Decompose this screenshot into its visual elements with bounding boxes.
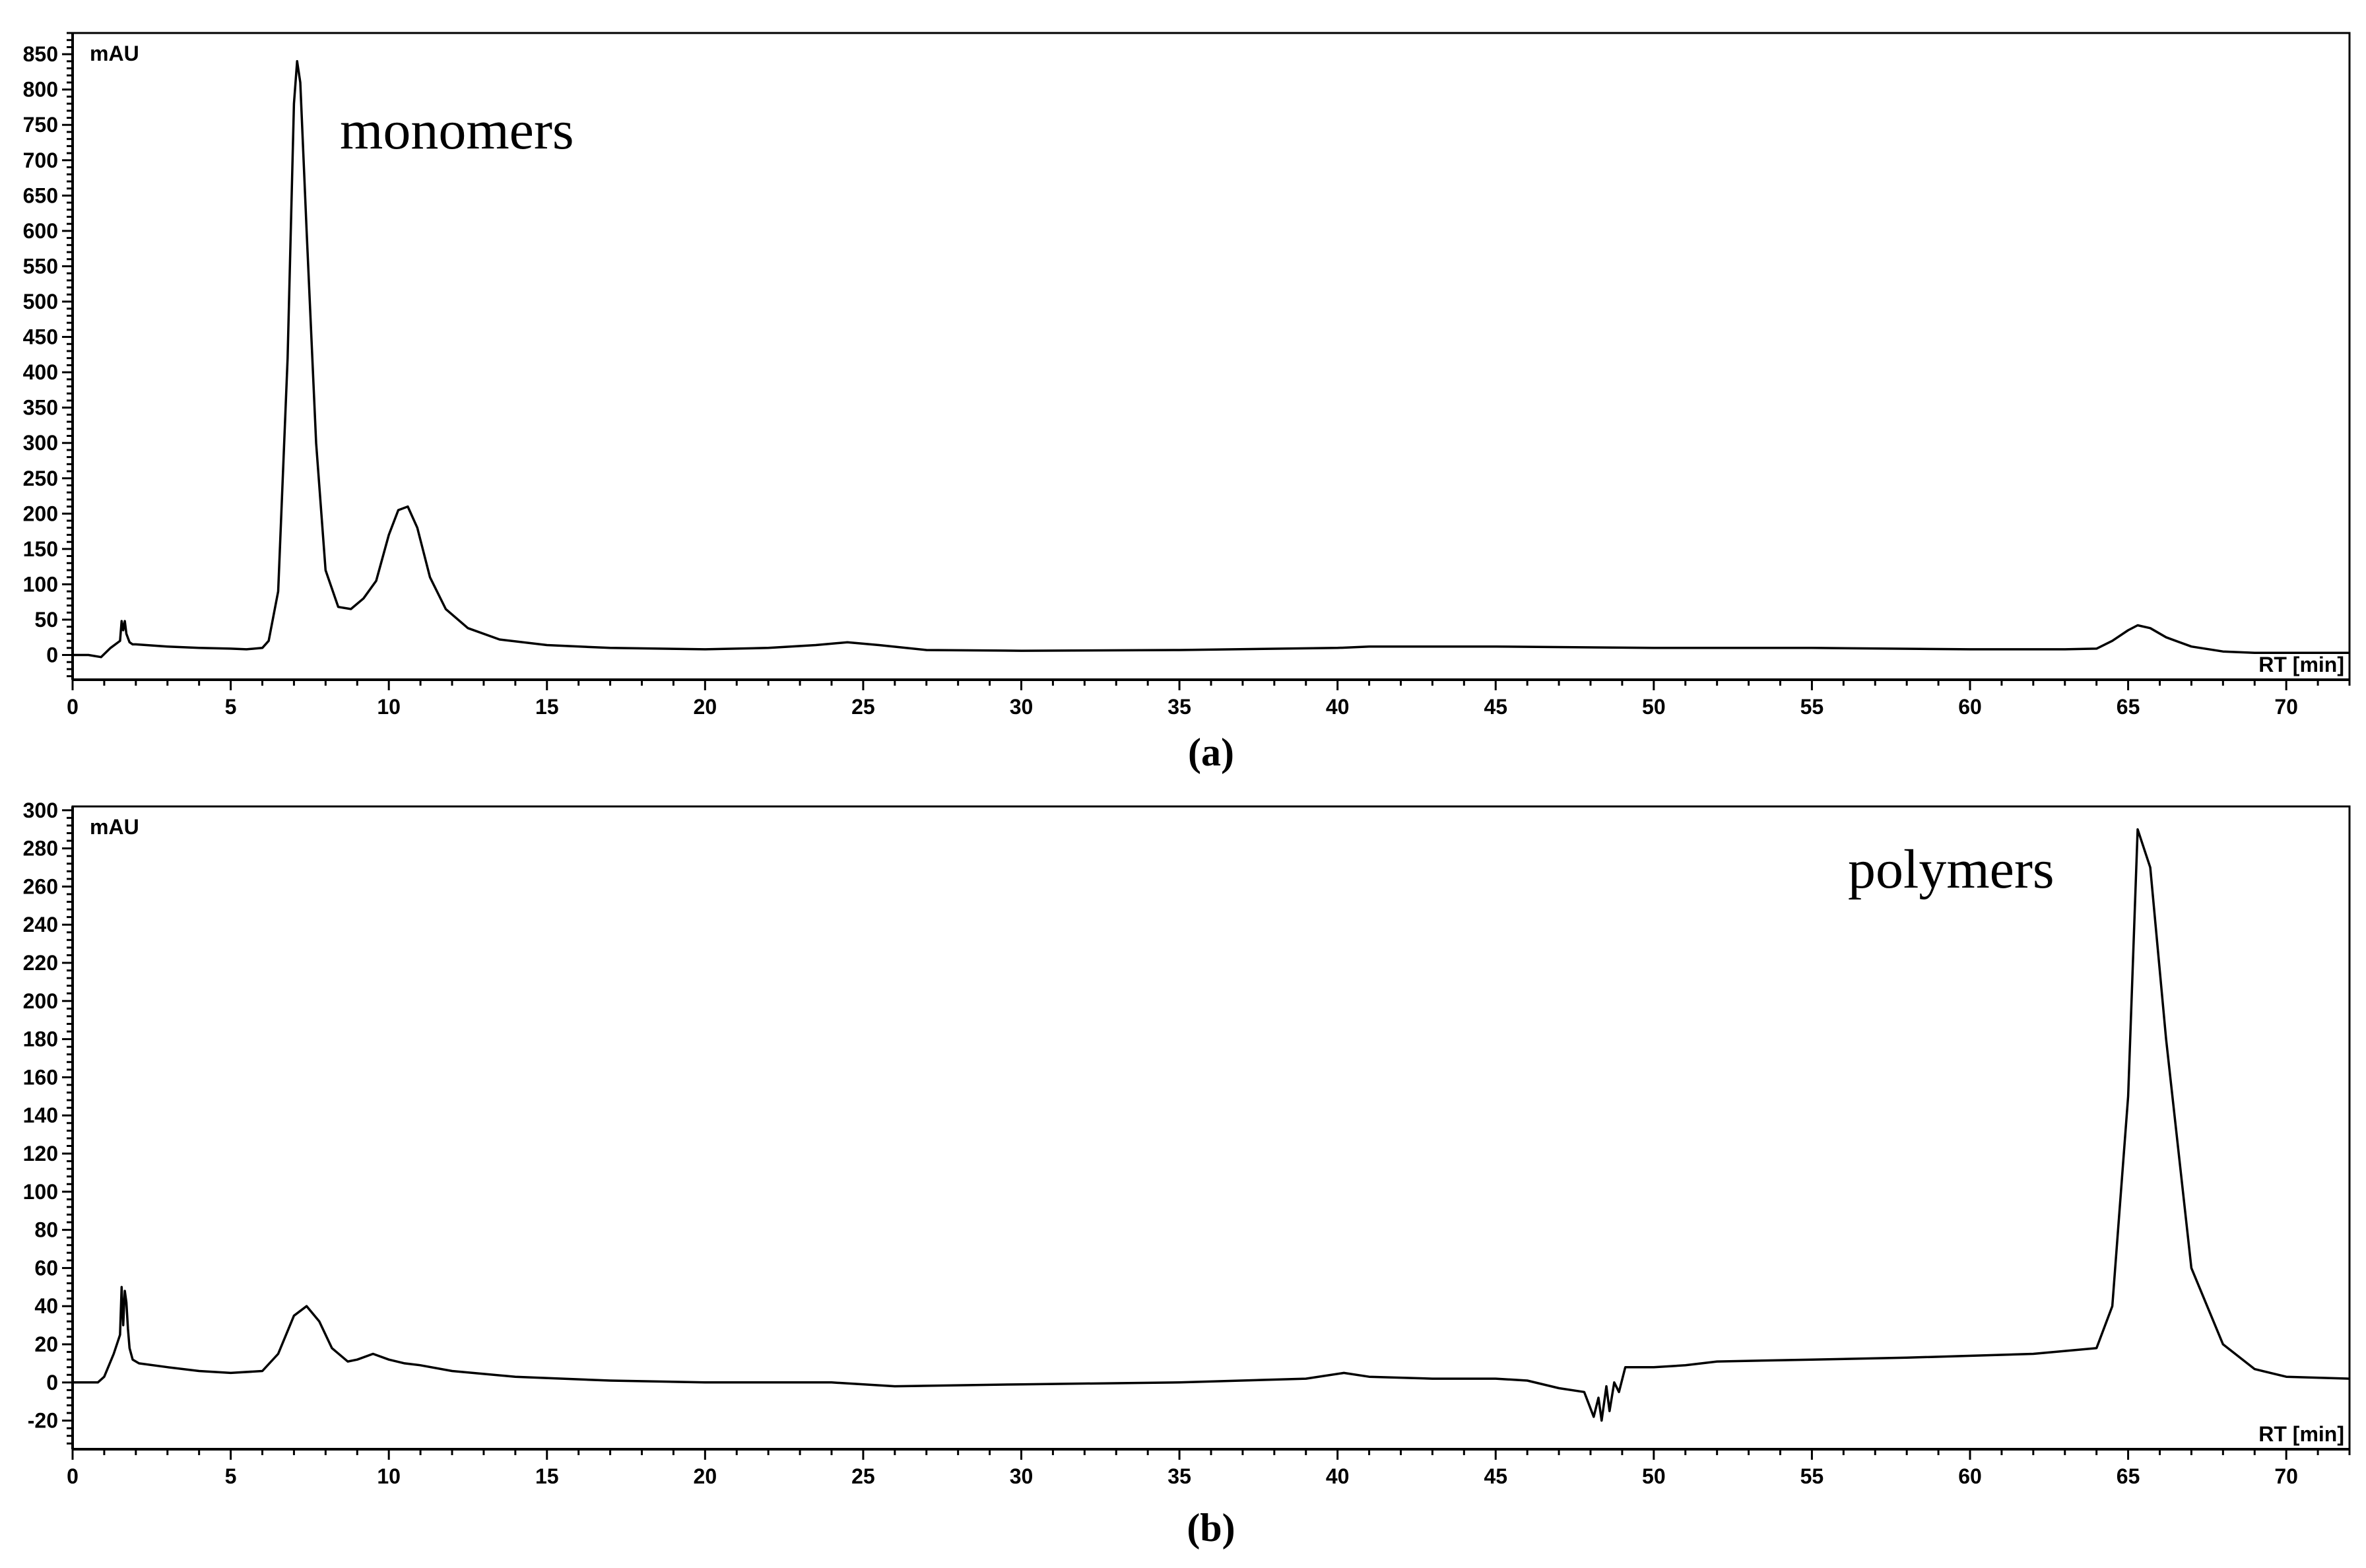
x-tick-label: 20: [694, 695, 717, 719]
x-tick-label: 40: [1326, 1464, 1350, 1488]
x-tick-label: 45: [1484, 1464, 1507, 1488]
chromatogram-trace: [73, 828, 2350, 1422]
y-tick-label: 350: [23, 396, 58, 420]
y-tick-label: 650: [23, 183, 58, 207]
x-axis-label: RT [min]: [2258, 1422, 2344, 1446]
x-tick-label: 45: [1484, 695, 1507, 719]
y-tick-label: 220: [23, 951, 58, 975]
x-tick-label: 50: [1642, 1464, 1666, 1488]
y-tick-label: 200: [23, 502, 58, 525]
x-tick-label: 35: [1167, 1464, 1191, 1488]
x-tick-label: 5: [225, 695, 237, 719]
peak-annotation: polymers: [1848, 839, 2054, 900]
chromatogram-trace: [73, 60, 2350, 659]
y-tick-label: 140: [23, 1103, 58, 1127]
y-tick-label: 400: [23, 360, 58, 384]
x-tick-label: 60: [1958, 1464, 1982, 1488]
x-tick-label: 25: [851, 695, 875, 719]
y-tick-label: 60: [34, 1256, 58, 1280]
x-tick-label: 70: [2274, 1464, 2298, 1488]
x-tick-label: 15: [535, 695, 559, 719]
x-tick-label: 65: [2117, 1464, 2140, 1488]
x-tick-label: 65: [2117, 695, 2140, 719]
y-tick-label: 600: [23, 219, 58, 243]
panel-label: (a): [1188, 731, 1234, 774]
y-tick-label: 80: [34, 1218, 58, 1242]
peak-annotation: monomers: [340, 100, 574, 161]
y-tick-label: 100: [23, 1180, 58, 1204]
x-tick-label: 0: [67, 1464, 79, 1488]
y-tick-label: 160: [23, 1065, 58, 1089]
chart-panel-1: 0 5 10 15 20 25 30 35 40 45 50 55 60 65 70050100150200…: [23, 32, 2351, 774]
y-axis-label: mAU: [90, 42, 139, 65]
panel-label: (b): [1187, 1506, 1235, 1550]
x-tick-label: 30: [1010, 695, 1034, 719]
x-tick-label: 10: [377, 695, 401, 719]
y-tick-label: 850: [23, 42, 58, 66]
x-tick-label: 5: [225, 1464, 237, 1488]
y-axis-label: mAU: [90, 815, 139, 839]
x-tick-label: 30: [1010, 1464, 1034, 1488]
x-axis-label: RT [min]: [2258, 653, 2344, 676]
y-tick-label: 150: [23, 537, 58, 561]
chart-panel-2: 0 5 10 15 20 25 30 35 40 45 50 55 60 65 70 -20 0 20 40 60 80…: [23, 799, 2351, 1550]
y-tick-label: 50: [34, 608, 58, 632]
x-tick-label: 40: [1326, 695, 1350, 719]
y-tick-label: 120: [23, 1142, 58, 1165]
y-tick-label: 750: [23, 113, 58, 137]
y-tick-label: 240: [23, 913, 58, 936]
y-tick-label: 100: [23, 572, 58, 596]
y-tick-label: 180: [23, 1028, 58, 1051]
y-tick-label: 250: [23, 467, 58, 490]
x-tick-label: 70: [2274, 695, 2298, 719]
x-tick-label: 0: [67, 695, 79, 719]
y-tick-label: 700: [23, 148, 58, 172]
x-tick-label: 55: [1800, 695, 1824, 719]
y-tick-label: 20: [34, 1332, 58, 1356]
plot-frame: [71, 805, 2351, 1451]
x-tick-label: 35: [1167, 695, 1191, 719]
y-tick-label: 0: [46, 643, 58, 667]
x-tick-label: 55: [1800, 1464, 1824, 1488]
y-tick-label: 500: [23, 290, 58, 313]
y-tick-label: -20: [28, 1409, 58, 1433]
y-tick-label: 40: [34, 1294, 58, 1318]
x-tick-label: 60: [1958, 695, 1982, 719]
y-tick-label: 200: [23, 989, 58, 1013]
y-tick-label: 260: [23, 874, 58, 898]
y-tick-label: 280: [23, 837, 58, 861]
y-tick-label: 0: [46, 1371, 58, 1394]
y-tick-label: 300: [23, 799, 58, 822]
x-tick-label: 20: [694, 1464, 717, 1488]
x-tick-label: 25: [851, 1464, 875, 1488]
x-tick-label: 50: [1642, 695, 1666, 719]
y-tick-label: 300: [23, 431, 58, 455]
y-tick-label: 450: [23, 325, 58, 349]
y-tick-label: 550: [23, 254, 58, 278]
y-tick-label: 800: [23, 78, 58, 102]
x-tick-label: 10: [377, 1464, 401, 1488]
x-tick-label: 15: [535, 1464, 559, 1488]
